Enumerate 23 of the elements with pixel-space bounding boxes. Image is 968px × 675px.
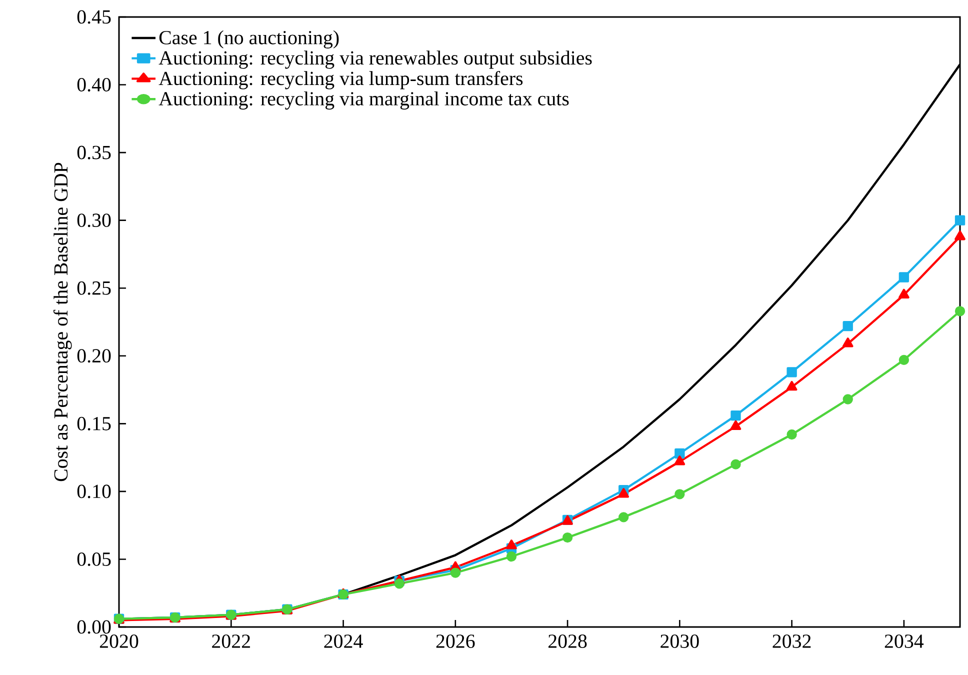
y-tick-label: 0.10	[77, 484, 111, 498]
y-tick-label: 0.45	[77, 10, 111, 24]
y-tick-label: 0.30	[77, 214, 111, 228]
y-axis-title: Cost as Percentage of the Baseline GDP	[53, 162, 72, 482]
x-tick-label: 2022	[212, 634, 250, 648]
y-tick-label: 0.35	[77, 146, 111, 160]
legend-label: Auctioning: recycling via marginal income tax cuts	[158, 91, 569, 110]
x-tick-label: 2030	[660, 634, 699, 648]
legend-label: Case 1 (no auctioning)	[159, 30, 339, 48]
x-tick-label: 2032	[772, 634, 811, 648]
x-tick-label: 2020	[100, 634, 138, 648]
x-tick-label: 2024	[324, 634, 363, 648]
x-tick-label: 2026	[436, 634, 475, 648]
legend-label: Auctioning: recycling via renewables output subsidies	[158, 50, 592, 69]
y-tick-label: 0.40	[77, 78, 111, 92]
y-tick-label: 0.05	[77, 552, 111, 566]
legend-label: Auctioning: recycling via lump-sum transfers	[158, 70, 523, 90]
y-tick-label: 0.25	[77, 281, 111, 295]
y-tick-label: 0.15	[77, 416, 111, 430]
x-tick-label: 2034	[884, 634, 924, 648]
y-tick-label: 0.20	[77, 349, 111, 363]
x-tick-label: 2028	[548, 634, 587, 648]
y-tick-label: 0.00	[77, 620, 111, 634]
